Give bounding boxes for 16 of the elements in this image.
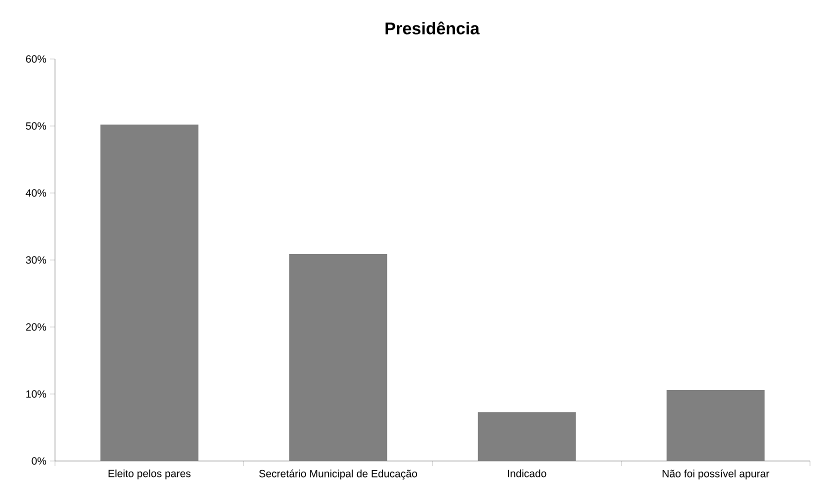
y-tick-label: 20% (26, 323, 46, 331)
y-tick-label: 60% (26, 55, 46, 63)
x-tick-label: Indicado (508, 470, 546, 478)
x-tick-label: Não foi possível apurar (662, 470, 770, 480)
y-tick-label: 50% (26, 122, 46, 130)
bar (666, 390, 765, 461)
chart-title: Presidência (386, 22, 480, 34)
x-tick-label: Secretário Municipal de Educação (259, 470, 418, 480)
y-tick-label: 30% (26, 256, 46, 264)
y-tick-label: 40% (26, 189, 46, 197)
y-tick-label: 0% (32, 457, 46, 465)
bar (100, 124, 198, 461)
y-tick-label: 10% (26, 390, 46, 398)
bar (478, 412, 576, 461)
bar (289, 254, 388, 461)
x-tick-label: Eleito pelos pares (108, 470, 191, 480)
